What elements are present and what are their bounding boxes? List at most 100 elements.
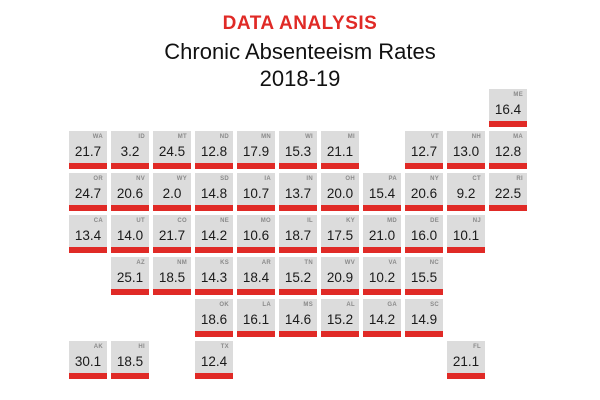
state-tile-wi: WI 15.3	[279, 131, 317, 169]
chart-header: DATA ANALYSIS Chronic Absenteeism Rates …	[0, 12, 600, 92]
state-value-label: 12.8	[200, 144, 228, 159]
state-accent-bar	[111, 247, 149, 253]
section-kicker: DATA ANALYSIS	[222, 13, 378, 34]
state-accent-bar	[321, 289, 359, 295]
state-tile-nd: ND 12.8	[195, 131, 233, 169]
state-abbr-label: CA	[93, 218, 103, 224]
state-abbr-label: HI	[138, 344, 145, 350]
state-accent-bar	[69, 247, 107, 253]
state-accent-bar	[363, 289, 401, 295]
state-tile-in: IN 13.7	[279, 173, 317, 211]
state-accent-bar	[279, 247, 317, 253]
state-tile-ri: RI 22.5	[489, 173, 527, 211]
state-tile-nj: NJ 10.1	[447, 215, 485, 253]
state-tile-la: LA 16.1	[237, 299, 275, 337]
chart-title: Chronic Absenteeism Rates	[164, 39, 436, 64]
state-accent-bar	[237, 247, 275, 253]
state-value-label: 25.1	[116, 270, 144, 285]
state-value-label: 17.5	[326, 228, 354, 243]
state-value-label: 24.7	[74, 186, 102, 201]
state-accent-bar	[321, 163, 359, 169]
state-accent-bar	[153, 247, 191, 253]
state-value-label: 15.2	[284, 270, 312, 285]
state-value-label: 21.7	[158, 228, 186, 243]
state-value-label: 15.4	[368, 186, 396, 201]
state-abbr-label: WV	[344, 260, 355, 266]
state-value-label: 15.5	[410, 270, 438, 285]
state-abbr-label: MN	[261, 134, 271, 140]
state-accent-bar	[153, 289, 191, 295]
state-value-label: 21.0	[368, 228, 396, 243]
state-tile-ia: IA 10.7	[237, 173, 275, 211]
state-tile-sc: SC 14.9	[405, 299, 443, 337]
state-tile-pa: PA 15.4	[363, 173, 401, 211]
state-value-label: 14.2	[368, 312, 396, 327]
state-accent-bar	[321, 205, 359, 211]
state-value-label: 12.7	[410, 144, 438, 159]
state-value-label: 18.5	[116, 354, 144, 369]
state-abbr-label: NY	[430, 176, 439, 182]
state-value-label: 20.6	[116, 186, 144, 201]
state-accent-bar	[69, 163, 107, 169]
state-tile-ne: NE 14.2	[195, 215, 233, 253]
state-value-label: 13.4	[74, 228, 102, 243]
state-tile-sd: SD 14.8	[195, 173, 233, 211]
state-tile-me: ME 16.4	[489, 89, 527, 127]
state-value-label: 18.7	[284, 228, 312, 243]
state-abbr-label: ND	[219, 134, 229, 140]
state-abbr-label: CO	[177, 218, 187, 224]
state-abbr-label: NJ	[472, 218, 481, 224]
state-value-label: 10.7	[242, 186, 270, 201]
state-value-label: 24.5	[158, 144, 186, 159]
state-value-label: 18.5	[158, 270, 186, 285]
state-accent-bar	[69, 205, 107, 211]
state-tile-mn: MN 17.9	[237, 131, 275, 169]
state-value-label: 9.2	[456, 186, 476, 201]
state-accent-bar	[489, 205, 527, 211]
state-accent-bar	[195, 331, 233, 337]
state-tile-ut: UT 14.0	[111, 215, 149, 253]
state-tile-tx: TX 12.4	[195, 341, 233, 379]
state-accent-bar	[447, 205, 485, 211]
state-value-label: 14.6	[284, 312, 312, 327]
state-tile-ca: CA 13.4	[69, 215, 107, 253]
state-abbr-label: MD	[387, 218, 397, 224]
state-accent-bar	[363, 331, 401, 337]
state-accent-bar	[363, 205, 401, 211]
state-value-label: 2.0	[162, 186, 182, 201]
state-value-label: 12.8	[494, 144, 522, 159]
state-abbr-label: MT	[177, 134, 187, 140]
state-abbr-label: RI	[516, 176, 523, 182]
state-tile-wy: WY 2.0	[153, 173, 191, 211]
state-abbr-label: MI	[347, 134, 355, 140]
state-tile-ga: GA 14.2	[363, 299, 401, 337]
state-tile-ok: OK 18.6	[195, 299, 233, 337]
state-abbr-label: IL	[307, 218, 313, 224]
state-abbr-label: NE	[220, 218, 229, 224]
state-tile-vt: VT 12.7	[405, 131, 443, 169]
state-value-label: 15.2	[326, 312, 354, 327]
state-abbr-label: SC	[430, 302, 439, 308]
state-value-label: 22.5	[494, 186, 522, 201]
state-abbr-label: DE	[430, 218, 439, 224]
state-accent-bar	[489, 121, 527, 127]
state-abbr-label: MS	[303, 302, 313, 308]
state-tile-nc: NC 15.5	[405, 257, 443, 295]
state-accent-bar	[111, 205, 149, 211]
state-abbr-label: TN	[304, 260, 313, 266]
state-tile-ks: KS 14.3	[195, 257, 233, 295]
state-value-label: 12.4	[200, 354, 228, 369]
state-abbr-label: KS	[220, 260, 229, 266]
state-abbr-label: NC	[429, 260, 439, 266]
state-tile-co: CO 21.7	[153, 215, 191, 253]
state-abbr-label: AL	[346, 302, 355, 308]
state-value-label: 16.4	[494, 102, 522, 117]
state-tile-ny: NY 20.6	[405, 173, 443, 211]
state-value-label: 20.6	[410, 186, 438, 201]
state-accent-bar	[405, 289, 443, 295]
state-tile-va: VA 10.2	[363, 257, 401, 295]
state-abbr-label: FL	[473, 344, 481, 350]
state-accent-bar	[321, 247, 359, 253]
state-tile-mi: MI 21.1	[321, 131, 359, 169]
state-value-label: 14.0	[116, 228, 144, 243]
